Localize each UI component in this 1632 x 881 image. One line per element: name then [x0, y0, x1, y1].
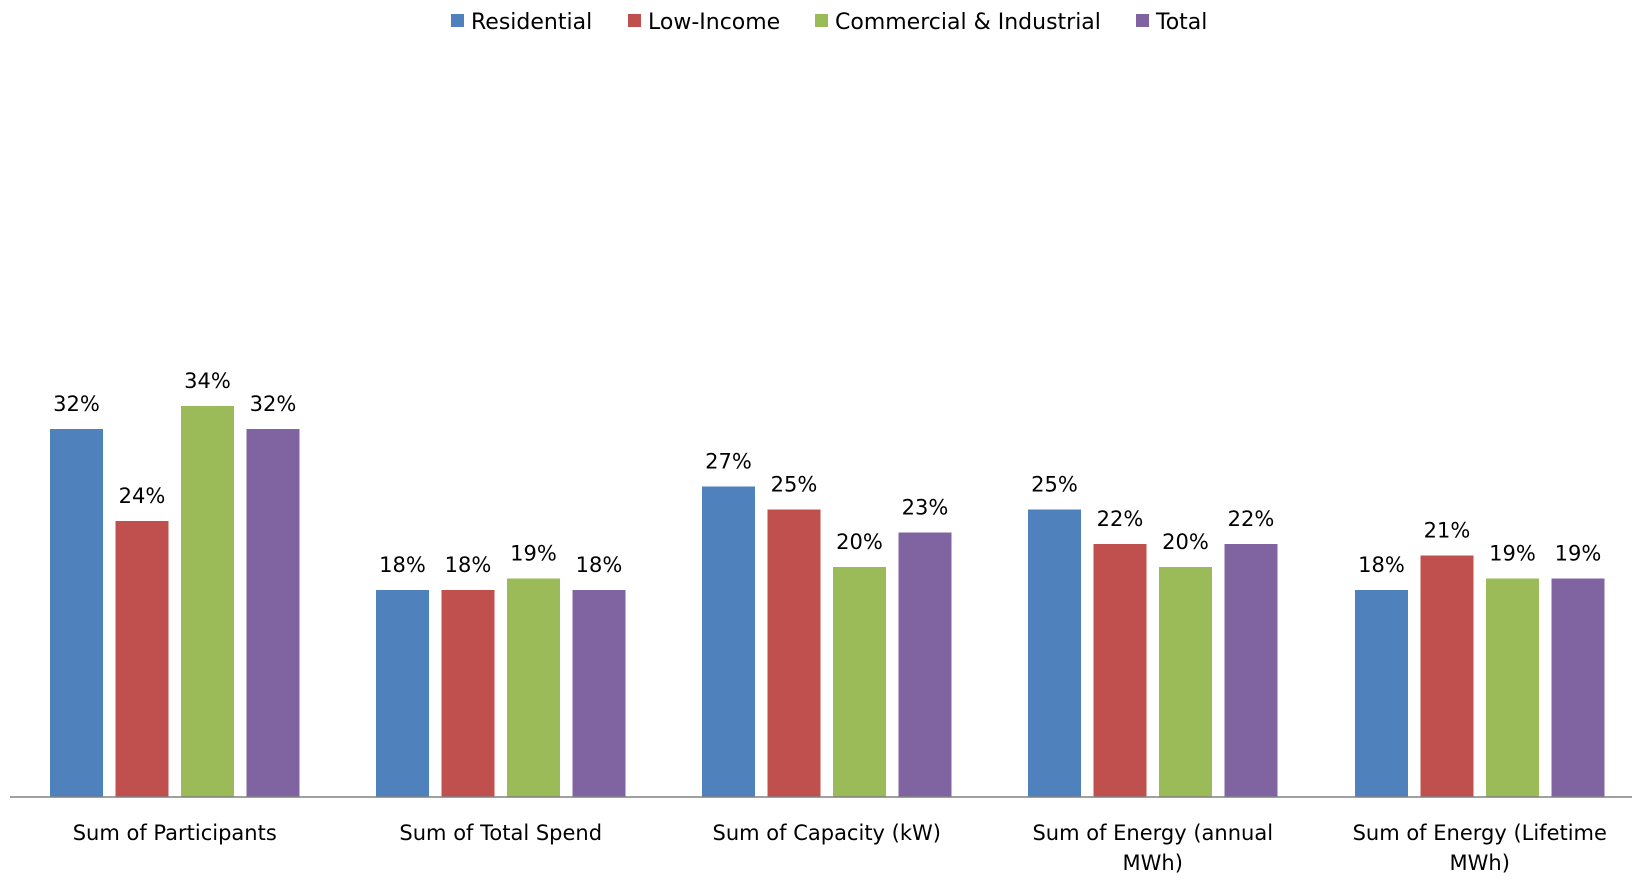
data-label: 18%	[379, 553, 426, 577]
data-label: 23%	[902, 496, 949, 520]
x-tick-label: Sum of Energy (annual MWh)	[1032, 821, 1273, 875]
bar	[1028, 509, 1081, 797]
bar	[1486, 578, 1539, 797]
x-tick-label: Sum of Capacity (kW)	[713, 821, 941, 845]
data-label: 18%	[445, 553, 492, 577]
data-label: 25%	[771, 473, 818, 497]
data-label: 19%	[510, 542, 557, 566]
legend: Residential Low-Income Commercial & Indust…	[451, 10, 1207, 35]
data-labels-group: 32% 24% 34% 32% 18% 18% 19% 18% 27% 25% 20% 23% 25% 2…	[53, 369, 1601, 577]
data-label: 27%	[705, 450, 752, 474]
data-label: 22%	[1097, 507, 1144, 531]
legend-swatch-low-income	[628, 14, 641, 27]
bar	[181, 406, 234, 797]
legend-swatch-residential	[451, 14, 464, 27]
bar	[115, 521, 169, 797]
bar	[702, 486, 755, 797]
data-label: 19%	[1555, 542, 1602, 566]
data-label: 18%	[1358, 553, 1405, 577]
x-tick-label: Sum of Participants	[73, 821, 277, 845]
data-label: 24%	[119, 484, 166, 508]
bars-group	[50, 406, 1605, 797]
bar	[1420, 555, 1474, 797]
legend-label-residential: Residential	[471, 10, 592, 35]
data-label: 21%	[1424, 519, 1471, 543]
bar	[441, 590, 495, 797]
bar	[898, 532, 952, 797]
bar	[1224, 544, 1278, 797]
data-label: 32%	[53, 392, 100, 416]
data-label: 18%	[576, 553, 623, 577]
data-label: 19%	[1489, 542, 1536, 566]
legend-swatch-total	[1136, 14, 1149, 27]
bar	[767, 509, 821, 797]
data-label: 20%	[1162, 530, 1209, 554]
bar	[246, 429, 300, 797]
bar	[1093, 544, 1147, 797]
legend-swatch-commercial-industrial	[815, 14, 828, 27]
data-label: 20%	[836, 530, 883, 554]
legend-label-low-income: Low-Income	[648, 10, 780, 35]
bar	[1551, 578, 1605, 797]
legend-label-total: Total	[1155, 10, 1207, 35]
data-label: 25%	[1031, 473, 1078, 497]
bar	[376, 590, 429, 797]
x-tick-labels-group: Sum of Participants Sum of Total Spend Sum…	[73, 821, 1607, 875]
bar	[572, 590, 626, 797]
data-label: 22%	[1228, 507, 1275, 531]
bar	[1355, 590, 1408, 797]
x-tick-label: Sum of Total Spend	[399, 821, 602, 845]
bar	[833, 567, 886, 797]
data-label: 34%	[184, 369, 231, 393]
data-label: 32%	[250, 392, 297, 416]
legend-label-commercial-industrial: Commercial & Industrial	[835, 10, 1101, 35]
bar	[50, 429, 103, 797]
bar	[1159, 567, 1212, 797]
bar	[507, 578, 560, 797]
x-tick-label: Sum of Energy (Lifetime MWh)	[1353, 821, 1607, 875]
